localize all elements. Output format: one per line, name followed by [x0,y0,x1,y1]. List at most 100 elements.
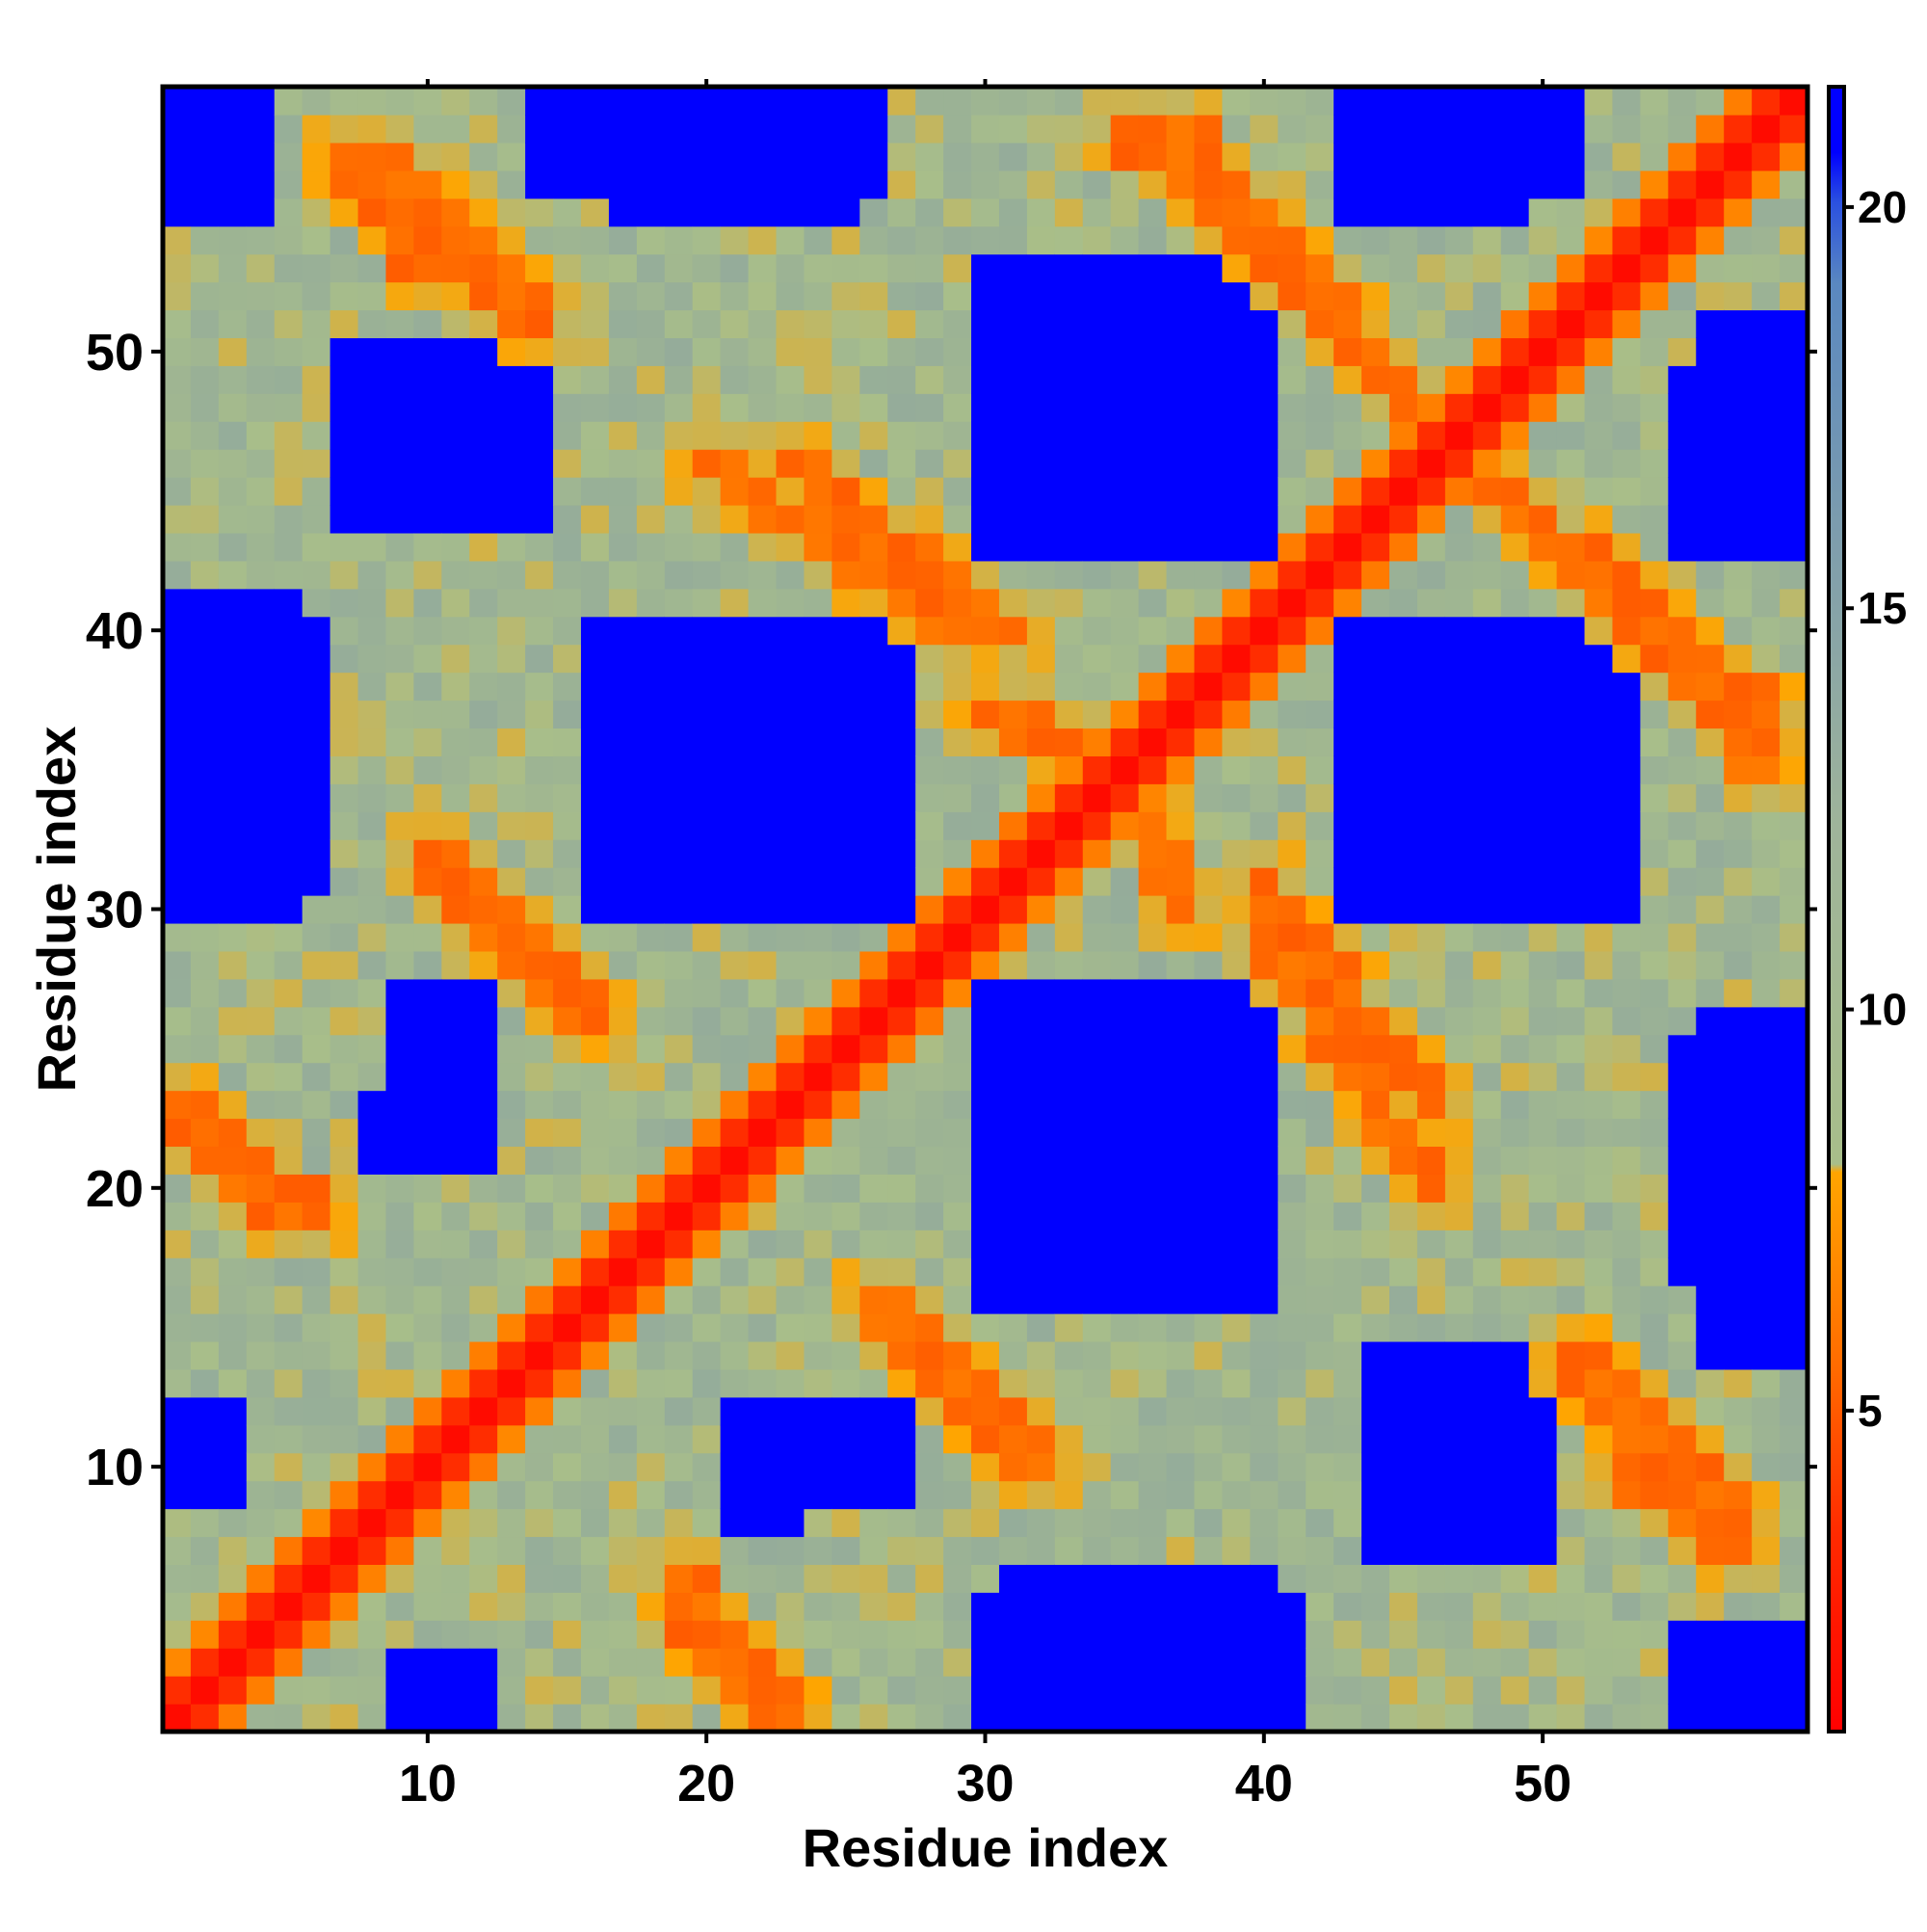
heatmap-cell [525,1648,554,1677]
heatmap-cell [943,532,972,562]
heatmap-cell [246,560,276,590]
heatmap-cell [887,922,916,952]
heatmap-cell [636,560,666,590]
heatmap-cell [553,1118,582,1148]
heatmap-cell [1500,1230,1530,1258]
heatmap-cell [1472,839,1502,868]
heatmap-cell [1306,1174,1334,1203]
y-axis-title: Residue index [26,727,87,1093]
heatmap-cell [692,87,722,116]
heatmap-cell [943,421,972,450]
heatmap-cell [887,1340,916,1370]
heatmap-cell [636,867,666,896]
heatmap-cell [330,337,359,366]
heatmap-cell [971,309,1000,338]
heatmap-cell [859,170,888,199]
heatmap-cell [1724,504,1753,534]
heatmap-cell [1389,170,1418,199]
heatmap-cell [1556,393,1586,422]
heatmap-cell [1584,560,1614,590]
heatmap-cell [1389,978,1418,1008]
heatmap-cell [1416,1202,1446,1231]
heatmap-cell [190,616,220,646]
heatmap-cell [804,560,832,590]
heatmap-cell [1584,1620,1614,1649]
heatmap-cell [1082,895,1112,924]
heatmap-cell [720,142,750,172]
heatmap-cell [441,114,470,144]
heatmap-cell [1110,1592,1140,1621]
heatmap-cell [1472,755,1502,784]
colorbar-fill [1829,87,1844,1732]
heatmap-cell [1724,1313,1753,1342]
heatmap-cell [469,1202,498,1231]
heatmap-cell [1306,170,1334,199]
heatmap-cell [664,1704,694,1733]
heatmap-cell [1556,87,1586,116]
heatmap-cell [302,867,331,896]
heatmap-cell [469,309,498,338]
heatmap-cell [441,1146,470,1175]
heatmap-cell [163,1230,192,1258]
heatmap-cell [1054,365,1084,394]
heatmap-cell [1752,950,1781,980]
heatmap-cell [608,142,638,172]
heatmap-cell [1528,588,1558,618]
heatmap-cell [1194,1090,1224,1120]
heatmap-cell [915,1062,944,1092]
heatmap-cell [469,504,498,534]
heatmap-cell [163,504,192,534]
heatmap-cell [497,1564,526,1593]
heatmap-cell [664,644,694,674]
heatmap-cell [580,365,610,394]
heatmap-cell [357,449,387,478]
heatmap-cell [1416,978,1446,1008]
heatmap-cell [1556,1564,1586,1593]
heatmap-cell [804,1592,832,1621]
heatmap-cell [804,1424,832,1454]
heatmap-cell [525,337,554,366]
heatmap-cell [748,1396,778,1426]
heatmap-cell [1306,700,1334,729]
heatmap-cell [1110,421,1140,450]
heatmap-cell [1333,811,1362,840]
heatmap-cell [636,504,666,534]
heatmap-cell [887,700,916,729]
heatmap-cell [357,225,387,255]
heatmap-cell [1026,1146,1056,1175]
heatmap-cell [469,867,498,896]
heatmap-cell [1250,532,1279,562]
heatmap-cell [525,1230,554,1258]
heatmap-cell [1361,225,1390,255]
heatmap-cell [413,1508,442,1538]
heatmap-cell [1724,588,1753,618]
heatmap-cell [274,1676,304,1705]
heatmap-cell [357,1452,387,1482]
heatmap-cell [664,1146,694,1175]
heatmap-cell [413,616,442,646]
heatmap-cell [580,504,610,534]
heatmap-cell [1640,1146,1669,1175]
heatmap-cell [441,1620,470,1649]
heatmap-cell [915,393,944,422]
heatmap-cell [1082,1202,1112,1231]
heatmap-cell [1752,225,1781,255]
heatmap-cell [330,811,359,840]
heatmap-cell [441,1564,470,1593]
heatmap-cell [469,1340,498,1370]
heatmap-cell [1752,365,1781,394]
heatmap-cell [497,978,526,1008]
heatmap-cell [1306,1062,1334,1092]
heatmap-cell [692,1146,722,1175]
heatmap-cell [720,728,750,756]
heatmap-cell [1724,1564,1753,1593]
heatmap-cell [804,1564,832,1593]
heatmap-cell [1082,504,1112,534]
heatmap-cell [887,1118,916,1148]
heatmap-cell [1472,1118,1502,1148]
heatmap-cell [1472,616,1502,646]
heatmap-cell [804,1146,832,1175]
heatmap-cell [385,672,414,701]
heatmap-cell [608,700,638,729]
